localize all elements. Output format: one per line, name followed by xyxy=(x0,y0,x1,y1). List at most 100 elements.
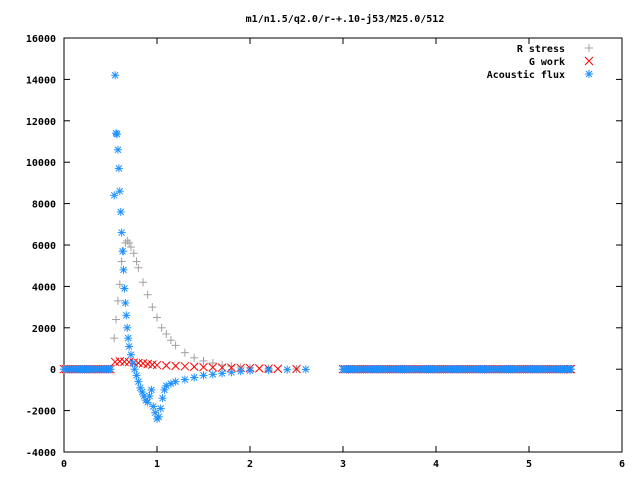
data-point xyxy=(199,356,208,365)
data-point xyxy=(115,187,124,196)
data-point xyxy=(114,164,123,173)
y-tick-label: 12000 xyxy=(26,117,56,128)
data-point xyxy=(134,377,143,386)
x-tick-label: 6 xyxy=(619,459,625,470)
data-point xyxy=(283,365,292,374)
legend-label: Acoustic flux xyxy=(487,69,565,81)
data-point xyxy=(110,191,119,200)
data-point xyxy=(132,257,141,266)
data-point xyxy=(143,290,152,299)
y-tick-label: 8000 xyxy=(32,200,56,211)
data-point xyxy=(113,130,122,139)
y-tick-label: 10000 xyxy=(26,158,56,169)
data-point xyxy=(180,348,189,357)
x-tick-label: 5 xyxy=(526,459,532,470)
y-tick-label: -4000 xyxy=(26,448,56,459)
y-tick-label: 6000 xyxy=(32,241,56,252)
data-point xyxy=(246,366,254,375)
legend-label: G work xyxy=(529,57,565,68)
data-point xyxy=(273,364,283,374)
data-point xyxy=(162,330,171,339)
data-point xyxy=(139,278,148,287)
data-point xyxy=(121,298,130,307)
x-tick-label: 3 xyxy=(340,459,346,470)
data-point xyxy=(153,313,161,322)
data-point xyxy=(143,398,152,407)
data-point xyxy=(115,280,124,289)
data-point xyxy=(227,363,236,373)
data-point xyxy=(123,323,132,332)
data-point xyxy=(236,367,245,376)
data-point xyxy=(119,265,128,274)
series-acoustic-flux xyxy=(60,71,575,423)
data-point xyxy=(111,71,120,80)
data-point xyxy=(254,364,264,373)
data-point xyxy=(190,373,199,382)
data-point xyxy=(145,392,154,401)
data-point xyxy=(118,247,127,256)
y-tick-label: 4000 xyxy=(32,282,56,293)
data-point xyxy=(128,358,137,367)
data-point xyxy=(130,365,139,374)
legend-marker xyxy=(585,70,593,78)
series-r-stress xyxy=(60,236,575,374)
legend-marker xyxy=(584,56,594,66)
chart-title: m1/n1.5/q2.0/r-+.10-j53/M25.0/512 xyxy=(246,13,445,25)
data-point xyxy=(134,263,143,272)
data-point xyxy=(149,402,158,411)
data-point xyxy=(117,228,126,237)
data-point xyxy=(120,284,129,293)
x-tick-label: 0 xyxy=(61,459,67,470)
data-point xyxy=(147,385,156,394)
data-point xyxy=(264,366,273,375)
data-point xyxy=(161,361,171,370)
data-point xyxy=(148,303,157,312)
data-point xyxy=(227,368,236,377)
y-tick-label: 0 xyxy=(50,365,56,376)
data-point xyxy=(126,350,135,359)
data-point xyxy=(301,365,310,374)
data-point xyxy=(566,365,575,374)
data-point xyxy=(113,145,122,154)
y-tick-label: -2000 xyxy=(26,407,56,418)
data-point xyxy=(171,361,180,371)
data-point xyxy=(106,365,115,374)
data-point xyxy=(125,342,134,351)
data-point xyxy=(123,236,132,245)
legend-label: R stress xyxy=(517,44,565,55)
y-tick-label: 2000 xyxy=(32,324,56,335)
data-point xyxy=(154,412,163,421)
data-point xyxy=(218,369,227,378)
data-point xyxy=(180,375,189,384)
data-point xyxy=(125,238,134,247)
legend-marker xyxy=(585,44,593,52)
data-point xyxy=(208,362,218,372)
y-tick-label: 14000 xyxy=(26,75,56,86)
data-point xyxy=(190,353,199,362)
data-point xyxy=(171,377,180,386)
data-point xyxy=(152,360,162,370)
series-layer xyxy=(59,71,576,423)
data-point xyxy=(156,404,165,413)
x-axis: 0 1 2 3 4 5 6 xyxy=(61,38,625,470)
data-point xyxy=(189,362,199,372)
data-point xyxy=(122,311,131,320)
data-point xyxy=(158,394,167,403)
x-tick-label: 2 xyxy=(247,459,253,470)
data-point xyxy=(116,207,125,216)
data-point xyxy=(180,361,190,371)
data-point xyxy=(112,315,121,324)
data-point xyxy=(157,323,166,332)
y-axis: -4000 -2000 0 2000 4000 6000 8000 10000 12000 140… xyxy=(26,34,622,459)
data-point xyxy=(132,371,141,380)
data-point xyxy=(292,364,301,374)
x-tick-label: 1 xyxy=(154,459,160,470)
data-point xyxy=(208,370,217,379)
data-point xyxy=(199,362,208,372)
data-point xyxy=(126,243,135,252)
data-point xyxy=(124,334,133,343)
y-tick-label: 16000 xyxy=(26,34,56,45)
data-point xyxy=(117,257,126,266)
